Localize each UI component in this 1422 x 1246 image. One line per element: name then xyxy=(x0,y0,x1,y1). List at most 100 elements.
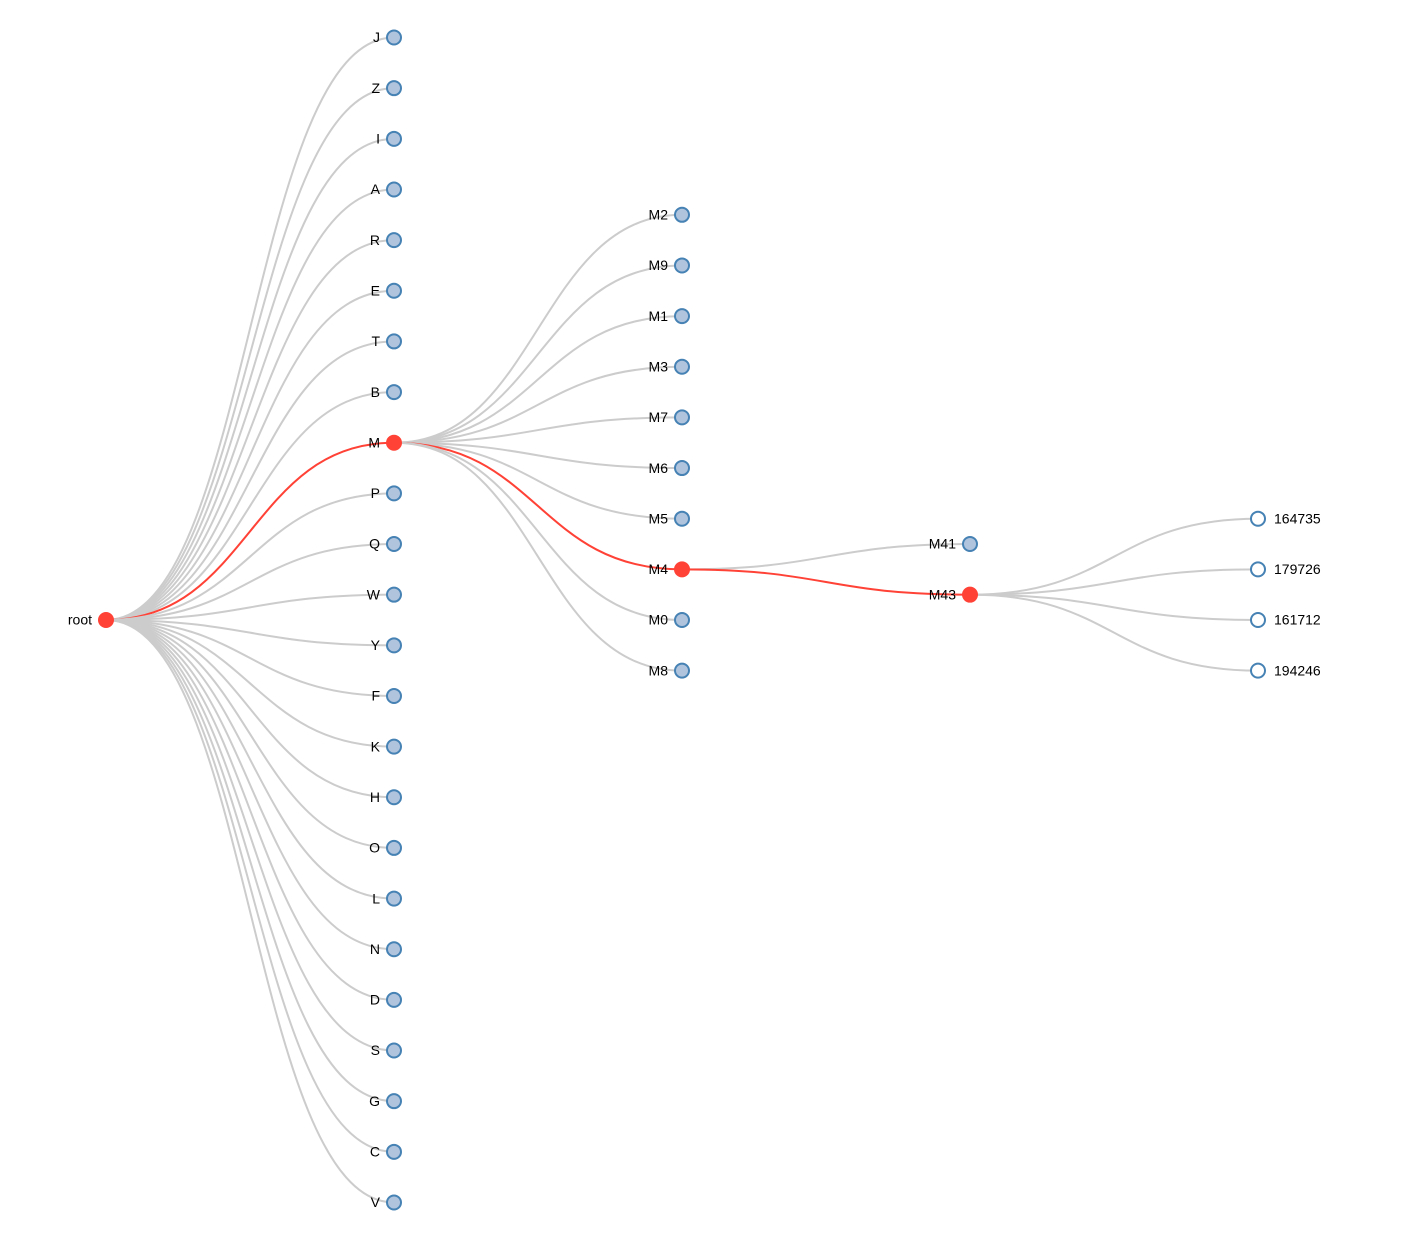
tree-node[interactable]: P xyxy=(371,485,402,502)
node-circle[interactable] xyxy=(674,561,690,578)
tree-node[interactable]: L xyxy=(372,890,402,907)
tree-node[interactable]: O xyxy=(369,839,402,856)
tree-node[interactable]: M xyxy=(368,434,402,451)
node-circle[interactable] xyxy=(1250,662,1266,679)
node-label: 194246 xyxy=(1274,662,1321,678)
node-circle[interactable] xyxy=(386,1194,402,1211)
tree-node[interactable]: M4 xyxy=(649,561,690,578)
node-circle[interactable] xyxy=(386,485,402,502)
link xyxy=(681,568,971,596)
tree-node[interactable]: M7 xyxy=(649,409,690,426)
tree-node[interactable]: I xyxy=(376,130,402,147)
node-label: W xyxy=(367,586,381,602)
tree-node[interactable]: D xyxy=(370,991,402,1008)
node-circle[interactable] xyxy=(386,29,402,46)
tree-node[interactable]: K xyxy=(371,738,402,755)
link xyxy=(105,619,395,1153)
node-circle[interactable] xyxy=(386,789,402,806)
node-label: M xyxy=(368,434,380,450)
tree-node[interactable]: M1 xyxy=(649,308,690,325)
tree-node[interactable]: M9 xyxy=(649,257,690,274)
node-label: Q xyxy=(369,536,380,552)
link xyxy=(393,315,683,444)
tree-node[interactable]: J xyxy=(373,29,402,46)
node-circle[interactable] xyxy=(674,206,690,223)
node-circle[interactable] xyxy=(386,687,402,704)
tree-node[interactable]: M41 xyxy=(929,536,978,553)
tree-node[interactable]: A xyxy=(371,181,402,198)
node-circle[interactable] xyxy=(962,536,978,553)
tree-node[interactable]: M0 xyxy=(649,612,690,628)
node-circle[interactable] xyxy=(1250,510,1266,527)
tree-node[interactable]: root xyxy=(68,612,114,628)
tree-node[interactable]: 179726 xyxy=(1250,561,1321,578)
node-label: 161712 xyxy=(1274,612,1321,628)
node-circle[interactable] xyxy=(1250,612,1266,628)
node-circle[interactable] xyxy=(386,282,402,299)
node-circle[interactable] xyxy=(674,510,690,527)
tree-node[interactable]: H xyxy=(370,789,402,806)
node-circle[interactable] xyxy=(674,460,690,477)
tree-node[interactable]: C xyxy=(370,1143,402,1160)
node-circle[interactable] xyxy=(386,384,402,401)
tree-node[interactable]: 194246 xyxy=(1250,662,1321,679)
node-circle[interactable] xyxy=(674,409,690,426)
node-circle[interactable] xyxy=(386,1143,402,1160)
tree-node[interactable]: G xyxy=(369,1093,402,1110)
tree-node[interactable]: 161712 xyxy=(1250,612,1321,628)
tree-node[interactable]: M3 xyxy=(649,358,690,375)
link xyxy=(393,441,683,571)
tree-node[interactable]: Z xyxy=(371,80,402,97)
tree-node[interactable]: F xyxy=(371,687,402,704)
link xyxy=(681,543,971,571)
node-circle[interactable] xyxy=(386,232,402,249)
node-circle[interactable] xyxy=(386,1093,402,1110)
node-circle[interactable] xyxy=(386,839,402,856)
tree-node[interactable]: V xyxy=(371,1194,402,1211)
tree-node[interactable]: R xyxy=(370,232,402,249)
tree-node[interactable]: M5 xyxy=(649,510,690,527)
node-circle[interactable] xyxy=(386,890,402,907)
link xyxy=(105,619,395,1001)
node-circle[interactable] xyxy=(386,991,402,1008)
tree-node[interactable]: Y xyxy=(371,637,402,654)
node-label: P xyxy=(371,485,380,501)
node-label: I xyxy=(376,131,380,147)
node-circle[interactable] xyxy=(386,333,402,350)
node-circle[interactable] xyxy=(386,536,402,553)
tree-node[interactable]: 164735 xyxy=(1250,510,1321,527)
tree-node[interactable]: N xyxy=(370,941,402,958)
node-circle[interactable] xyxy=(386,738,402,755)
tree-node[interactable]: E xyxy=(371,282,402,299)
tree-node[interactable]: B xyxy=(371,384,402,401)
node-circle[interactable] xyxy=(386,434,402,451)
link xyxy=(105,619,395,748)
node-circle[interactable] xyxy=(674,662,690,679)
node-circle[interactable] xyxy=(386,1042,402,1059)
tree-node[interactable]: M43 xyxy=(929,586,978,603)
node-circle[interactable] xyxy=(674,358,690,375)
tree-node[interactable]: M6 xyxy=(649,460,690,477)
tree-node[interactable]: Q xyxy=(369,536,402,553)
node-label: B xyxy=(371,384,380,400)
node-circle[interactable] xyxy=(674,308,690,325)
tree-node[interactable]: W xyxy=(367,586,402,603)
tree-node[interactable]: M8 xyxy=(649,662,690,679)
tree-node[interactable]: T xyxy=(371,333,402,350)
node-circle[interactable] xyxy=(386,637,402,654)
node-circle[interactable] xyxy=(386,941,402,958)
node-circle[interactable] xyxy=(962,586,978,603)
node-circle[interactable] xyxy=(674,612,690,628)
tree-node[interactable]: S xyxy=(371,1042,402,1059)
node-label: M3 xyxy=(649,358,669,374)
node-circle[interactable] xyxy=(386,586,402,603)
tree-node[interactable]: M2 xyxy=(649,206,690,223)
link xyxy=(105,593,395,621)
node-circle[interactable] xyxy=(98,612,114,628)
node-circle[interactable] xyxy=(1250,561,1266,578)
node-circle[interactable] xyxy=(674,257,690,274)
node-circle[interactable] xyxy=(386,130,402,147)
node-label: F xyxy=(371,688,380,704)
node-circle[interactable] xyxy=(386,80,402,97)
node-circle[interactable] xyxy=(386,181,402,198)
